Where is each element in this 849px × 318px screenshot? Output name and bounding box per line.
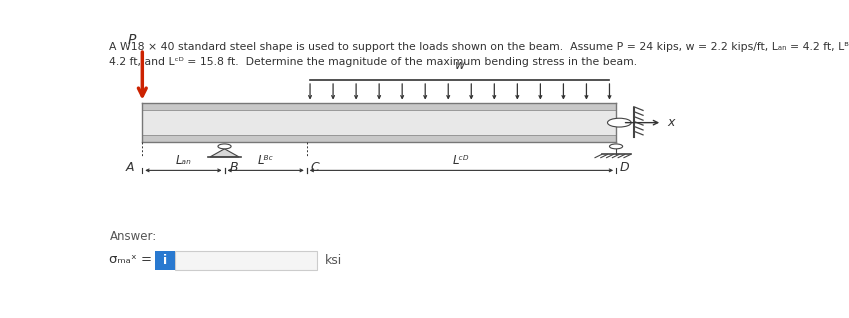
Circle shape [610, 144, 622, 149]
Text: ksi: ksi [324, 254, 342, 267]
Circle shape [608, 118, 631, 127]
Bar [143, 135, 616, 142]
Text: i: i [163, 254, 167, 267]
Bar [143, 110, 616, 135]
FancyBboxPatch shape [155, 251, 175, 270]
Text: 4.2 ft, and Lᶜᴰ = 15.8 ft.  Determine the magnitude of the maximum bending stres: 4.2 ft, and Lᶜᴰ = 15.8 ft. Determine the… [110, 57, 638, 66]
Text: Lᶜᴰ: Lᶜᴰ [453, 154, 469, 167]
Text: w: w [454, 59, 465, 73]
FancyBboxPatch shape [175, 251, 317, 270]
Bar [143, 103, 616, 110]
Circle shape [218, 144, 231, 149]
Polygon shape [210, 149, 239, 157]
Text: x: x [667, 116, 675, 129]
Text: σₘₐˣ =: σₘₐˣ = [110, 253, 153, 266]
Text: C: C [310, 161, 318, 174]
Text: D: D [619, 161, 629, 174]
Text: A: A [126, 161, 134, 174]
Text: Lₐₙ: Lₐₙ [176, 154, 191, 167]
Text: Lᴮᶜ: Lᴮᶜ [257, 154, 273, 167]
Text: B: B [230, 161, 239, 174]
Text: Answer:: Answer: [110, 230, 157, 243]
Text: P: P [127, 33, 136, 47]
Text: A W18 × 40 standard steel shape is used to support the loads shown on the beam. : A W18 × 40 standard steel shape is used … [110, 42, 849, 52]
